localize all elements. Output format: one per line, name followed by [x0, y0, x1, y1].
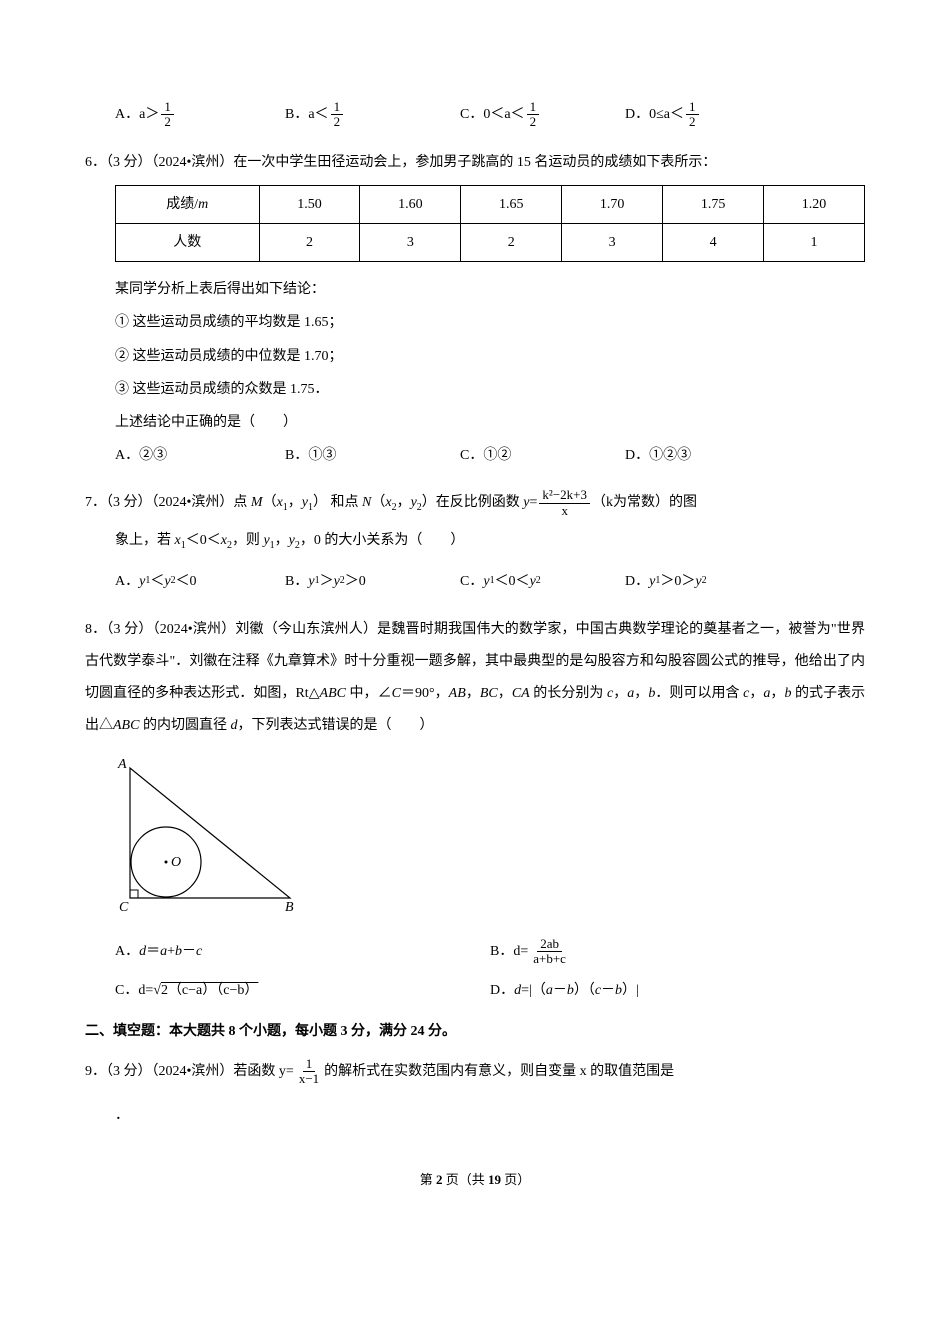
table-cell: 1.50	[259, 185, 360, 223]
question-6: 6．（3 分）（2024•滨州）在一次中学生田径运动会上，参加男子跳高的 15 …	[85, 150, 865, 469]
q6-stmt2: ② 这些运动员成绩的中位数是 1.70；	[115, 344, 865, 369]
fraction: 1 2	[686, 100, 699, 130]
q8-text: 8．（3 分）（2024•滨州）刘徽（今山东滨州人）是魏晋时期我国伟大的数学家，…	[85, 614, 865, 743]
q7-option-a: A．y1＜y2＜0	[115, 569, 275, 594]
table-cell: 2	[259, 223, 360, 261]
table-cell: 人数	[116, 223, 260, 261]
q6-option-c: C．①②	[460, 443, 615, 468]
table-cell: 3	[562, 223, 663, 261]
option-label: A．	[115, 102, 139, 127]
option-text: 0＜a＜	[483, 102, 524, 127]
q5-option-c: C． 0＜a＜ 1 2	[460, 100, 615, 130]
fraction: 1 2	[331, 100, 344, 130]
option-label: D．	[625, 102, 649, 127]
table-cell: 1.70	[562, 185, 663, 223]
table-cell: 1.20	[764, 185, 865, 223]
fraction: 1 2	[161, 100, 174, 130]
q8-option-c: C．d=√2（c−a）（c−b）	[115, 978, 490, 1003]
table-row: 人数 2 3 2 3 4 1	[116, 223, 865, 261]
q7-options: A．y1＜y2＜0 B．y1＞y2＞0 C．y1＜0＜y2 D．y1＞0＞y2	[115, 569, 865, 594]
q6-option-a: A．②③	[115, 443, 275, 468]
table-cell: 成绩/m	[116, 185, 260, 223]
option-label: C．	[460, 102, 483, 127]
fraction: 1 2	[527, 100, 540, 130]
q5-options: A． a＞ 1 2 B． a＜ 1 2 C． 0＜a＜ 1 2 D． 0≤a＜ …	[115, 100, 865, 130]
fraction: 1x−1	[296, 1057, 322, 1087]
section-2-title: 二、填空题：本大题共 8 个小题，每小题 3 分，满分 24 分。	[85, 1019, 865, 1044]
option-text: a＞	[139, 102, 159, 127]
q6-header: 6．（3 分）（2024•滨州）在一次中学生田径运动会上，参加男子跳高的 15 …	[85, 150, 865, 175]
q6-option-b: B．①③	[285, 443, 450, 468]
svg-text:B: B	[285, 900, 294, 913]
q5-option-d: D． 0≤a＜ 1 2	[625, 100, 865, 130]
q8-options: A．d＝a+b－c B．d=2aba+b+c C．d=√2（c−a）（c−b） …	[115, 937, 865, 1004]
question-8: 8．（3 分）（2024•滨州）刘徽（今山东滨州人）是魏晋时期我国伟大的数学家，…	[85, 614, 865, 1004]
q7-line2: 象上，若 x1＜0＜x2，则 y1，y2，0 的大小关系为（ ）	[115, 528, 865, 555]
q6-conclusion: 上述结论中正确的是（ ）	[115, 410, 865, 435]
triangle-svg: A C B O	[115, 753, 305, 913]
q6-options: A．②③ B．①③ C．①② D．①②③	[115, 443, 865, 468]
q8-option-a: A．d＝a+b－c	[115, 937, 490, 967]
svg-text:A: A	[117, 757, 127, 772]
q7-option-b: B．y1＞y2＞0	[285, 569, 450, 594]
q5-option-b: B． a＜ 1 2	[285, 100, 450, 130]
q7-option-c: C．y1＜0＜y2	[460, 569, 615, 594]
fraction: 2aba+b+c	[530, 937, 569, 967]
q6-analysis-intro: 某同学分析上表后得出如下结论：	[115, 277, 865, 302]
q7-option-d: D．y1＞0＞y2	[625, 569, 865, 594]
q9-blank: ．	[115, 1108, 129, 1123]
svg-text:C: C	[119, 900, 129, 913]
option-text: a＜	[308, 102, 328, 127]
q6-stmt3: ③ 这些运动员成绩的众数是 1.75．	[115, 377, 865, 402]
option-text: 0≤a＜	[649, 102, 684, 127]
table-cell: 3	[360, 223, 461, 261]
table-cell: 1.60	[360, 185, 461, 223]
q8-option-b: B．d=2aba+b+c	[490, 937, 865, 967]
table-cell: 1.65	[461, 185, 562, 223]
svg-text:O: O	[171, 855, 181, 870]
option-label: B．	[285, 102, 308, 127]
question-7: 7．（3 分）（2024•滨州）点 M（x1，y1） 和点 N（x2，y2）在反…	[85, 488, 865, 594]
triangle-figure: A C B O	[115, 753, 865, 922]
fraction: k²−2k+3x	[539, 488, 590, 518]
question-9: 9．（3 分）（2024•滨州）若函数 y=1x−1的解析式在实数范围内有意义，…	[85, 1056, 865, 1128]
table-cell: 1.75	[663, 185, 764, 223]
q8-option-d: D．d=|（a－b）（c－b）|	[490, 978, 865, 1003]
table-row: 成绩/m 1.50 1.60 1.65 1.70 1.75 1.20	[116, 185, 865, 223]
table-cell: 1	[764, 223, 865, 261]
q6-table: 成绩/m 1.50 1.60 1.65 1.70 1.75 1.20 人数 2 …	[115, 185, 865, 262]
q7-line1: 7．（3 分）（2024•滨州）点 M（x1，y1） 和点 N（x2，y2）在反…	[85, 488, 865, 518]
q9-text: 9．（3 分）（2024•滨州）若函数 y=1x−1的解析式在实数范围内有意义，…	[85, 1056, 865, 1088]
table-cell: 2	[461, 223, 562, 261]
q6-option-d: D．①②③	[625, 443, 865, 468]
q5-option-a: A． a＞ 1 2	[115, 100, 275, 130]
table-cell: 4	[663, 223, 764, 261]
q6-stmt1: ① 这些运动员成绩的平均数是 1.65；	[115, 310, 865, 335]
page-footer: 第 2 页（共 19 页）	[85, 1168, 865, 1191]
